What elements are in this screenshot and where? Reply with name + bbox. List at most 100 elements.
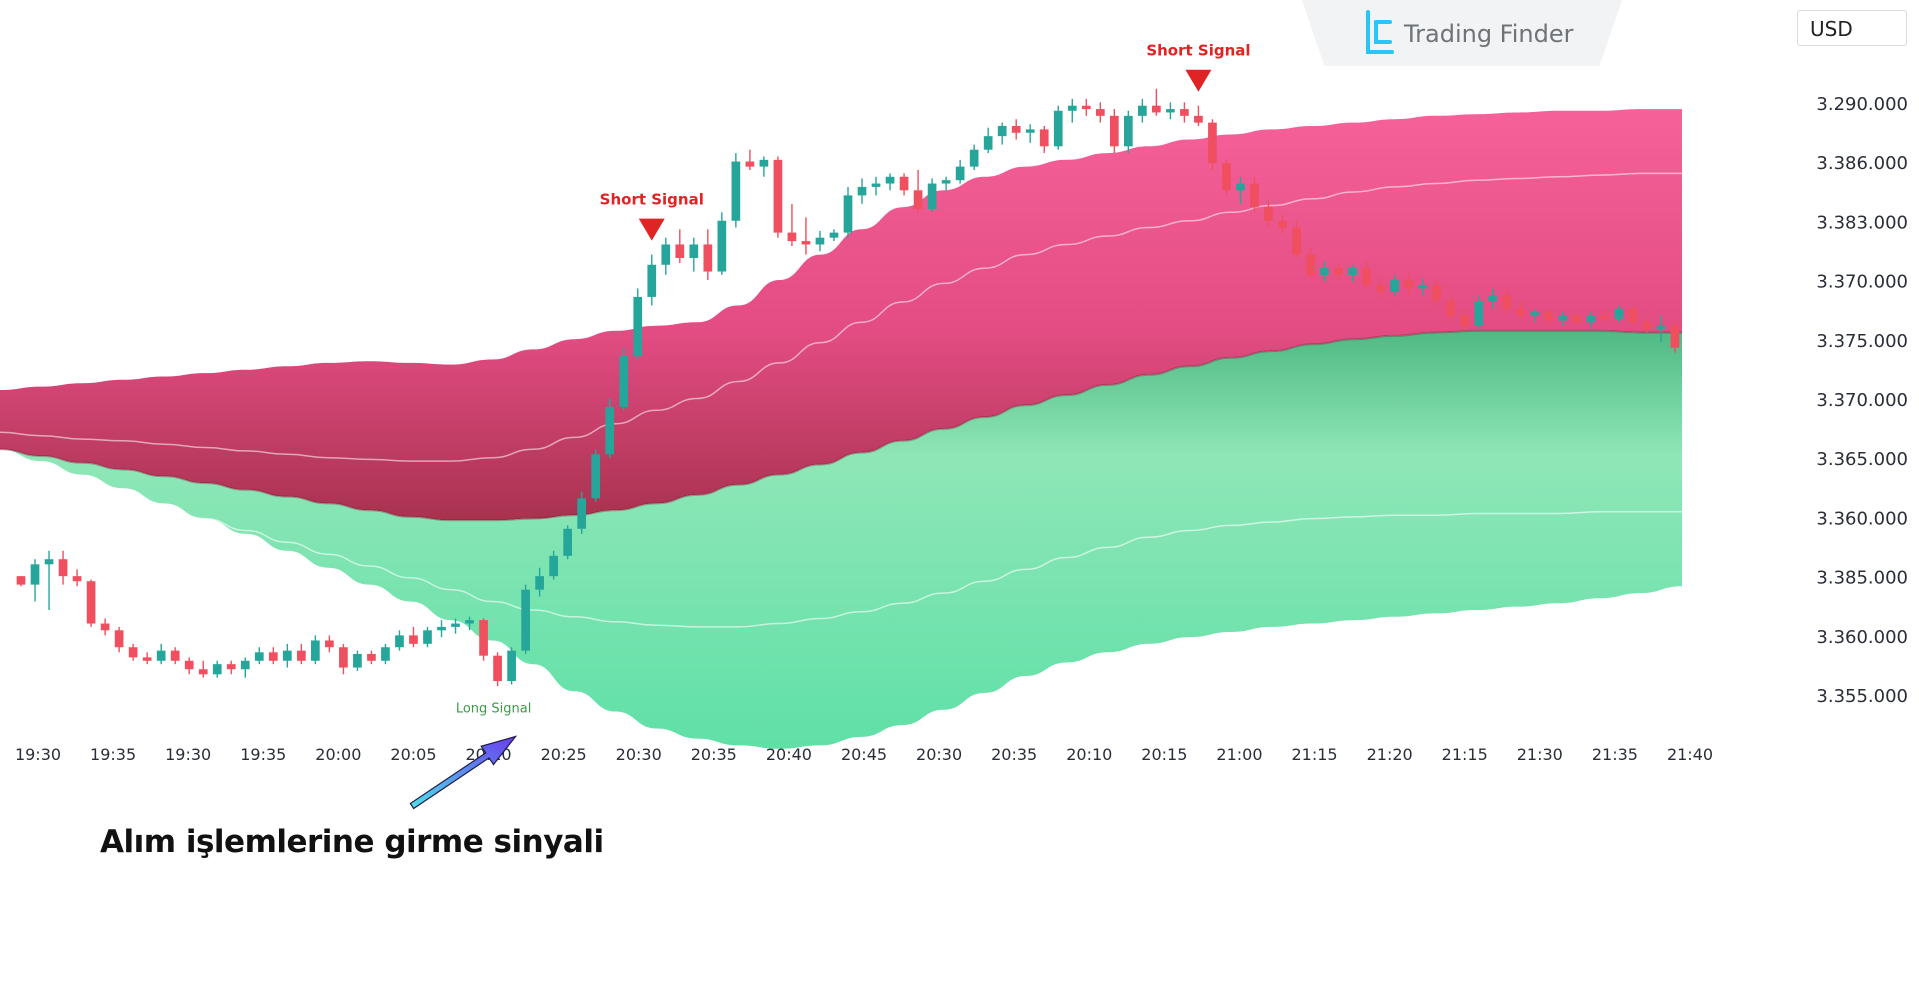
candle-bear (114, 630, 124, 648)
candle-bull (212, 664, 222, 675)
candle-bull (1614, 308, 1624, 319)
candle-bear (773, 159, 783, 233)
x-tick-label: 21:15 (1442, 745, 1488, 764)
x-tick-label: 19:35 (90, 745, 136, 764)
lower-band-area (0, 330, 1682, 749)
y-tick-label: 3.360.000 (1816, 627, 1908, 648)
candle-bull (1138, 105, 1147, 116)
candle-bear (1544, 312, 1554, 321)
candle-bull (549, 555, 558, 577)
candle-bear (1152, 105, 1161, 113)
x-tick-label: 21:30 (1517, 745, 1563, 764)
candle-bull (983, 136, 993, 150)
candle-bull (563, 528, 573, 556)
candle-bull (759, 159, 769, 167)
candle-bull (30, 564, 40, 585)
candle-bear (1278, 220, 1287, 228)
candle-bull (717, 220, 727, 272)
candle-bear (16, 576, 26, 585)
x-tick-label: 21:00 (1216, 745, 1262, 764)
x-tick-label: 19:30 (15, 745, 61, 764)
candle-bull (1236, 183, 1245, 191)
candle-bull (311, 640, 320, 661)
candle-bull (44, 559, 54, 565)
brand-name: Trading Finder (1404, 20, 1574, 48)
candle-bull (1348, 268, 1357, 275)
candle-bear (1516, 308, 1526, 316)
x-tick-label: 20:30 (916, 745, 962, 764)
candle-bear (1292, 227, 1301, 255)
candle-bull (1053, 110, 1063, 147)
lower-mid-line (0, 465, 1682, 628)
candle-bear (1502, 295, 1512, 309)
candle-bull (395, 635, 404, 648)
candle-bear (1250, 183, 1259, 208)
candle-bull (871, 183, 881, 187)
candle-bear (170, 650, 180, 661)
y-tick-label: 3.385.000 (1816, 568, 1908, 589)
candle-bear (268, 652, 278, 661)
center-line (0, 329, 1682, 522)
candle-bear (1670, 325, 1680, 348)
y-tick-label: 3.360.000 (1816, 508, 1908, 529)
candle-bear (1362, 268, 1371, 286)
x-tick-label: 20:15 (1141, 745, 1187, 764)
candle-bull (591, 454, 601, 499)
candle-bull (1488, 295, 1498, 302)
candle-bull (1390, 280, 1400, 292)
candle-bull (661, 244, 671, 265)
y-tick-label: 3.386.000 (1816, 153, 1908, 174)
candle-bear (1208, 122, 1217, 164)
candle-bull (353, 654, 362, 668)
bands-layer (0, 109, 1682, 749)
candle-bull (619, 356, 629, 407)
candle-bull (927, 183, 937, 209)
candle-bear (1334, 268, 1343, 275)
short-signal-marker (1185, 69, 1212, 92)
candle-bear (409, 635, 418, 644)
candle-bear (1306, 254, 1315, 275)
y-tick-label: 3.365.000 (1816, 449, 1908, 470)
short-signal-marker (638, 218, 665, 241)
candles-layer (16, 88, 1680, 687)
annotation-arrow (409, 735, 518, 810)
candle-bull (381, 647, 390, 661)
currency-selector[interactable]: USD (1797, 10, 1907, 46)
candle-bull (1320, 268, 1329, 275)
upper-mid-line (0, 172, 1682, 462)
candle-bear (184, 660, 194, 670)
candle-bear (86, 581, 96, 624)
candle-bear (1109, 115, 1119, 147)
x-tick-label: 19:30 (165, 745, 211, 764)
candle-bull (507, 650, 516, 682)
candle-bull (451, 623, 460, 627)
candle-bear (1628, 308, 1638, 323)
x-tick-label: 21:15 (1291, 745, 1337, 764)
candle-bear (703, 244, 713, 272)
candle-bear (296, 650, 306, 661)
candle-bear (339, 647, 348, 668)
candle-bull (282, 650, 292, 661)
candle-bear (1432, 285, 1442, 301)
candle-bull (941, 180, 951, 184)
candle-bull (689, 244, 699, 258)
candle-bull (1025, 129, 1035, 133)
candle-bear (787, 232, 797, 242)
candle-bear (1446, 300, 1456, 316)
brand-tab (1302, 0, 1622, 66)
candle-bear (913, 190, 923, 209)
candle-bull (633, 296, 643, 357)
candle-bear (479, 620, 488, 656)
x-tick-label: 20:40 (766, 745, 812, 764)
y-tick-label: 3.383.000 (1816, 212, 1908, 233)
caption-text: Alım işlemlerine girme sinyali (100, 824, 604, 860)
short-signal-label: Short Signal (600, 191, 704, 209)
candle-bear (1095, 109, 1105, 116)
x-tick-label: 20:45 (841, 745, 887, 764)
candle-bear (1222, 163, 1231, 191)
y-axis: 3.290.000 3.386.000 3.383.000 3.370.000 3.37… (1816, 94, 1908, 707)
x-tick-label: 19:35 (240, 745, 286, 764)
candle-bear (745, 161, 755, 167)
candle-bull (955, 166, 965, 181)
